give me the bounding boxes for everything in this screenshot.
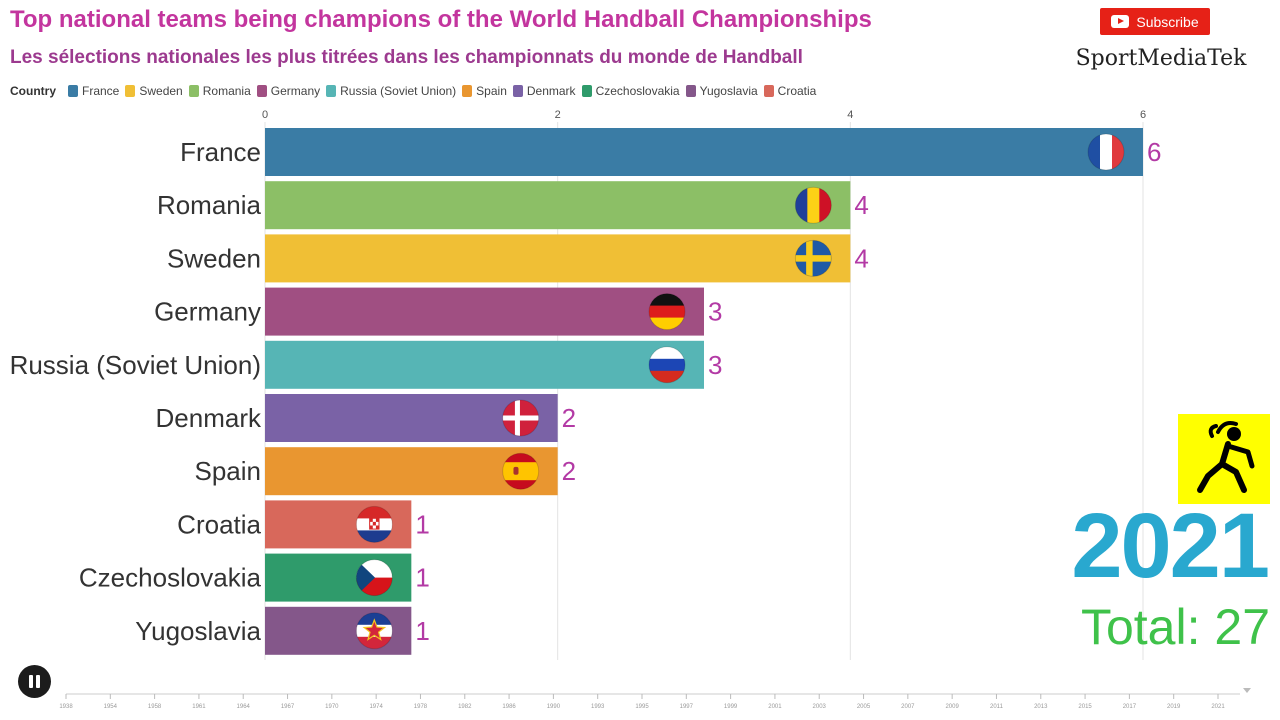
legend-item-label: Spain: [476, 84, 507, 98]
bar: [265, 181, 851, 230]
bar-row: Yugoslavia 1: [135, 606, 430, 655]
pause-button[interactable]: [18, 665, 51, 698]
chart-title: Top national teams being champions of th…: [10, 6, 872, 33]
legend-item-label: Croatia: [777, 84, 817, 98]
legend-swatch: [581, 85, 592, 97]
france-flag-icon: [1088, 134, 1124, 170]
x-tick-label: 4: [847, 109, 853, 121]
brand-logo: SportMediaTek: [1075, 46, 1247, 71]
value-label: 3: [708, 350, 722, 380]
yugoslavia-flag-icon: [356, 612, 393, 649]
sweden-flag-icon: [795, 240, 832, 277]
handball-player-icon: [1178, 414, 1270, 504]
category-label: Russia (Soviet Union): [10, 350, 261, 380]
bar: [265, 128, 1143, 176]
germany-flag-icon: [649, 293, 685, 330]
legend-item: Czechoslovakia: [581, 84, 680, 98]
category-label: Yugoslavia: [135, 616, 261, 646]
category-label: Denmark: [156, 403, 262, 433]
legend-swatch: [512, 85, 523, 97]
value-label: 1: [415, 509, 429, 539]
chart-subtitle: Les sélections nationales les plus titré…: [10, 47, 803, 68]
legend-item-label: Romania: [202, 84, 251, 98]
category-label: Croatia: [177, 509, 261, 539]
legend-swatch: [685, 85, 696, 97]
category-label: Romania: [157, 190, 262, 220]
subscribe-label: Subscribe: [1136, 13, 1199, 30]
bar-row: France 6: [180, 128, 1161, 176]
legend-item: Croatia: [763, 84, 817, 98]
category-label: Czechoslovakia: [79, 563, 262, 593]
value-label: 1: [415, 563, 429, 593]
legend-swatch: [256, 85, 267, 97]
legend-item-label: Sweden: [139, 84, 183, 98]
legend-item-label: Germany: [270, 84, 321, 98]
legend-swatch: [68, 85, 78, 97]
value-label: 4: [854, 190, 868, 220]
legend-item-label: France: [82, 84, 120, 98]
legend-swatch: [125, 85, 136, 97]
x-tick-label: 2: [555, 109, 561, 121]
value-label: 1: [415, 616, 429, 646]
legend-item: Spain: [462, 84, 507, 98]
category-label: Spain: [195, 456, 262, 486]
bar-row: Denmark 2: [156, 394, 576, 442]
legend-item: France: [68, 84, 119, 98]
category-label: Sweden: [167, 243, 261, 273]
legend-item-label: Czechoslovakia: [595, 84, 680, 98]
legend-item: Russia (Soviet Union): [326, 84, 456, 98]
legend-swatch: [326, 85, 337, 97]
legend-item: Romania: [188, 84, 251, 98]
bar: [265, 287, 704, 336]
bar-row: Czechoslovakia 1: [79, 553, 430, 602]
legend: Country France Sweden Romania Germany Russia…: [10, 82, 822, 100]
value-label: 3: [708, 297, 722, 327]
legend-item: Denmark: [512, 84, 576, 98]
legend-swatch: [763, 85, 774, 97]
croatia-flag-icon: [356, 506, 393, 543]
bar-row: Russia (Soviet Union) 3: [10, 340, 722, 389]
category-label: Germany: [154, 297, 261, 327]
category-label: France: [180, 137, 261, 167]
legend-label: Country: [10, 84, 56, 98]
bar-row: Sweden 4: [167, 234, 869, 283]
legend-item: Germany: [256, 84, 321, 98]
bar-row: Spain 2: [195, 447, 576, 496]
value-label: 6: [1147, 137, 1161, 167]
denmark-flag-icon: [502, 400, 539, 436]
value-label: 2: [562, 403, 576, 433]
legend-item-label: Yugoslavia: [699, 84, 758, 98]
bar-row: Croatia 1: [177, 500, 430, 549]
total-count: Total: 27: [1080, 599, 1270, 655]
value-label: 2: [562, 456, 576, 486]
legend-item-label: Denmark: [526, 84, 576, 98]
bar: [265, 340, 704, 389]
czech-flag-icon: [356, 559, 393, 596]
legend-item-label: Russia (Soviet Union): [340, 84, 457, 98]
bar-row: Romania 4: [157, 181, 869, 230]
x-tick-label: 0: [262, 109, 268, 121]
legend-swatch: [462, 85, 473, 97]
legend-swatch: [188, 85, 199, 97]
legend-items: France Sweden Romania Germany Russia (Soviet…: [68, 84, 822, 98]
value-label: 4: [854, 243, 868, 273]
russia-flag-icon: [649, 346, 685, 383]
legend-item: Sweden: [125, 84, 183, 98]
youtube-icon: [1111, 15, 1130, 28]
x-tick-label: 6: [1140, 109, 1146, 121]
subscribe-button[interactable]: Subscribe: [1100, 8, 1210, 35]
spain-flag-icon: [502, 453, 539, 490]
current-year: 2021: [1071, 495, 1270, 597]
romania-flag-icon: [795, 187, 832, 224]
bar-row: Germany 3: [154, 287, 722, 336]
bar: [265, 234, 851, 283]
legend-item: Yugoslavia: [685, 84, 758, 98]
